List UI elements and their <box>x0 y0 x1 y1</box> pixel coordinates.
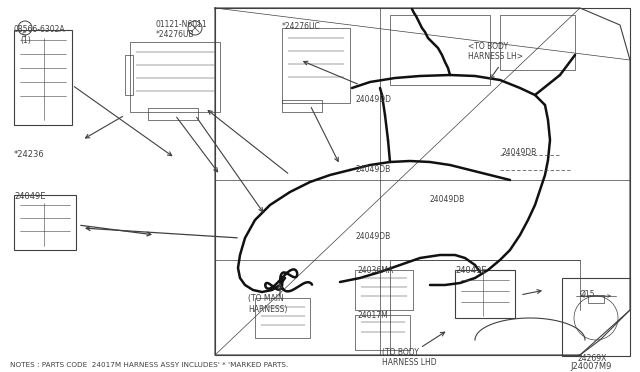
Text: 24049DD: 24049DD <box>355 95 391 104</box>
Text: (TO BODY: (TO BODY <box>382 348 419 357</box>
Bar <box>148 108 198 120</box>
Text: HARNESS): HARNESS) <box>248 305 287 314</box>
Text: 01121-N6011: 01121-N6011 <box>156 20 207 29</box>
Text: *24276UB: *24276UB <box>156 30 195 39</box>
Text: 24017M: 24017M <box>358 311 388 320</box>
Text: 24049DB: 24049DB <box>355 165 390 174</box>
Text: 24269X: 24269X <box>578 354 607 363</box>
Text: (TO MAIN: (TO MAIN <box>248 294 284 303</box>
Bar <box>355 315 410 350</box>
Bar <box>588 295 604 303</box>
Text: 08566-6302A: 08566-6302A <box>14 25 66 34</box>
Text: 24049DB: 24049DB <box>502 148 537 157</box>
Bar <box>125 55 133 95</box>
Text: *24276UC: *24276UC <box>282 22 321 31</box>
Bar <box>14 195 76 250</box>
Bar <box>282 28 350 103</box>
Bar <box>355 270 413 310</box>
Bar <box>455 270 515 318</box>
Text: 24049E: 24049E <box>14 192 45 201</box>
Text: 24049E: 24049E <box>455 266 486 275</box>
Text: (1): (1) <box>20 36 31 45</box>
Bar <box>14 30 72 125</box>
Text: 24049DB: 24049DB <box>355 232 390 241</box>
Bar <box>390 15 490 85</box>
Bar <box>282 100 322 112</box>
Text: NOTES : PARTS CODE  24017M HARNESS ASSY INCLUDES' * 'MARKED PARTS.: NOTES : PARTS CODE 24017M HARNESS ASSY I… <box>10 362 288 368</box>
Bar <box>130 42 220 112</box>
Text: Ø15: Ø15 <box>580 290 595 299</box>
Bar <box>500 15 575 70</box>
Text: HARNESS LH>: HARNESS LH> <box>468 52 523 61</box>
Text: 24049DB: 24049DB <box>430 195 465 204</box>
Text: HARNESS LHD: HARNESS LHD <box>382 358 436 367</box>
Text: 24036MA: 24036MA <box>358 266 394 275</box>
Bar <box>562 278 630 356</box>
Bar <box>255 298 310 338</box>
Text: <TO BODY: <TO BODY <box>468 42 508 51</box>
Text: J24007M9: J24007M9 <box>570 362 611 371</box>
Text: S: S <box>22 32 26 38</box>
Text: *24236: *24236 <box>14 150 45 159</box>
